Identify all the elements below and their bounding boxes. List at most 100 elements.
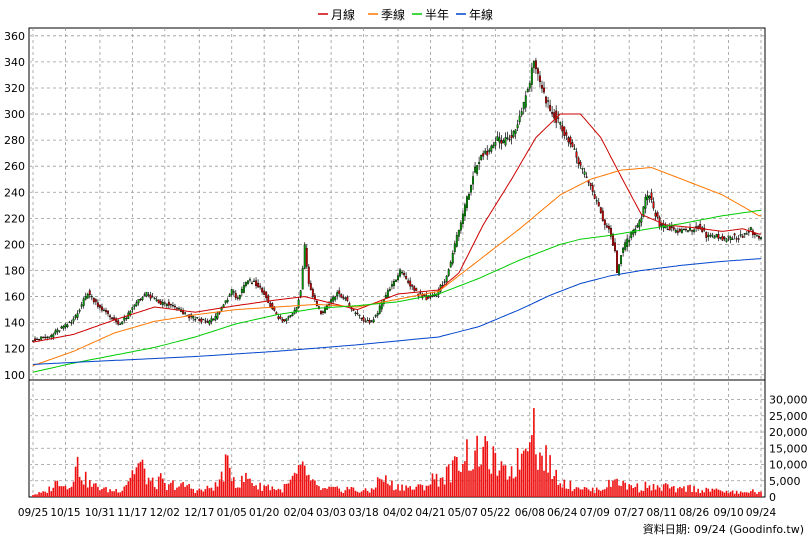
volume-bar <box>685 491 687 497</box>
volume-bar <box>486 441 489 497</box>
moving-average-lines <box>32 113 761 373</box>
volume-bar <box>310 480 312 497</box>
volume-bar <box>413 489 416 497</box>
volume-bar <box>121 490 124 497</box>
volume-bar <box>468 470 470 497</box>
candle-body <box>743 232 746 235</box>
candle-body <box>530 67 533 85</box>
price-tick-label: 320 <box>4 82 25 95</box>
volume-tick-label: 30,000 <box>769 394 808 407</box>
candle-body <box>145 291 148 297</box>
candle-body <box>216 312 219 319</box>
x-tick-label: 09/24 <box>746 507 777 519</box>
volume-bar <box>34 494 36 497</box>
volume-bar <box>60 486 63 497</box>
candle-body <box>322 311 324 314</box>
candle-body <box>457 229 460 237</box>
price-tick-label: 160 <box>4 291 25 304</box>
volume-bar <box>137 463 140 497</box>
candle-body <box>672 227 675 230</box>
x-tick-label: 02/04 <box>284 507 315 519</box>
volume-bar <box>103 487 105 497</box>
volume-bar <box>342 492 345 497</box>
volume-bar <box>139 461 142 497</box>
volume-bar <box>561 487 564 497</box>
candle-body <box>107 310 109 314</box>
candle-body <box>701 227 704 233</box>
volume-bar <box>537 469 539 497</box>
volume-bar <box>269 490 272 497</box>
candle-body <box>332 296 335 302</box>
candle-body <box>441 284 444 286</box>
volume-bar <box>745 492 748 497</box>
volume-bar <box>668 488 671 497</box>
candle-body <box>449 262 452 268</box>
candle-body <box>259 285 262 288</box>
candle-body <box>605 225 608 228</box>
candle-body <box>92 297 95 303</box>
volume-bar <box>407 487 409 497</box>
candle-body <box>301 268 304 290</box>
volume-bar <box>62 486 65 497</box>
volume-bar <box>153 487 156 497</box>
volume-bar <box>283 484 286 497</box>
volume-bar <box>291 475 294 497</box>
candle-body <box>498 137 501 143</box>
volume-bar <box>567 488 570 497</box>
volume-bar <box>391 480 393 497</box>
candle-body <box>541 85 543 89</box>
candle-body <box>364 321 367 323</box>
volume-bar <box>129 477 132 497</box>
volume-bar <box>301 461 304 497</box>
candle-body <box>638 220 641 228</box>
volume-bar <box>316 485 318 497</box>
candle-body <box>234 292 237 299</box>
volume-bar <box>222 481 225 497</box>
volume-bar <box>332 486 334 497</box>
volume-bar <box>449 482 452 497</box>
candle-body <box>46 336 49 339</box>
candle-body <box>165 303 168 306</box>
volume-bar <box>405 485 407 497</box>
candle-body <box>176 307 178 309</box>
volume-bar <box>620 485 622 497</box>
volume-bar <box>208 488 211 497</box>
candle-body <box>238 294 241 299</box>
candle-body <box>401 271 404 274</box>
volume-bar <box>760 491 762 497</box>
volume-bar <box>74 466 77 497</box>
candle-body <box>74 315 77 318</box>
candle-body <box>68 321 71 324</box>
candle-body <box>388 289 391 291</box>
volume-bar <box>687 485 689 497</box>
candle-body <box>539 75 541 83</box>
volume-bar <box>679 486 681 497</box>
volume-bar <box>551 479 553 497</box>
candle-body <box>415 288 418 291</box>
candlesticks <box>32 57 762 342</box>
candle-body <box>384 295 387 298</box>
price-tick-label: 240 <box>4 186 25 199</box>
volume-bar <box>206 485 209 497</box>
volume-bar <box>289 479 292 497</box>
candle-body <box>466 196 468 208</box>
volume-tick-label: 5,000 <box>769 475 801 488</box>
candle-body <box>198 319 201 321</box>
candle-body <box>443 281 446 283</box>
volume-bar <box>101 489 103 497</box>
candle-body <box>340 294 343 298</box>
volume-bar <box>370 488 373 497</box>
volume-bar <box>399 490 401 497</box>
volume-bar <box>198 488 201 497</box>
price-tick-label: 180 <box>4 264 25 277</box>
volume-bar <box>90 486 93 497</box>
ma-line <box>32 113 761 343</box>
candle-body <box>731 238 734 240</box>
candle-body <box>526 89 529 93</box>
volume-bar <box>247 478 249 497</box>
volume-bar <box>500 461 503 497</box>
candle-body <box>66 324 69 327</box>
volume-bar <box>80 480 83 497</box>
volume-bar <box>656 485 659 497</box>
